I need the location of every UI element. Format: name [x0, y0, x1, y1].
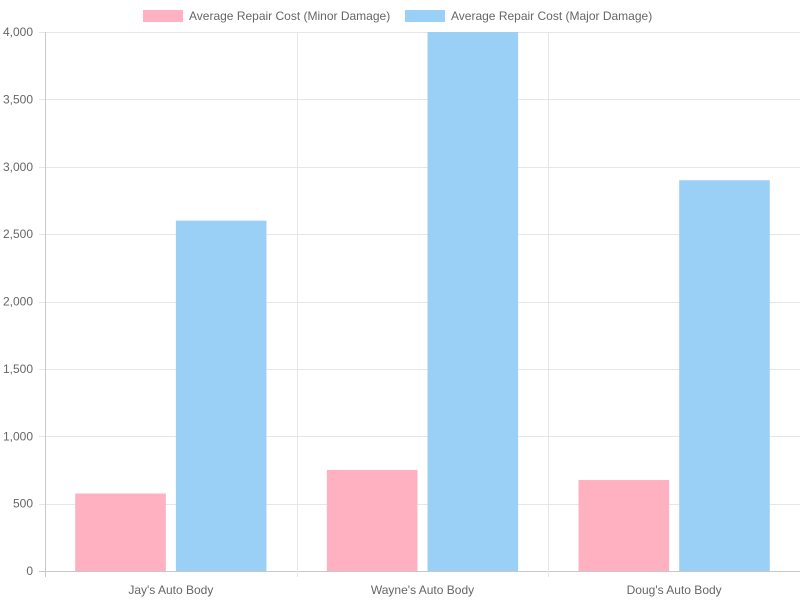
- legend-swatch-minor: [143, 10, 183, 22]
- y-tick-label: 4,000: [3, 25, 33, 39]
- y-tick-label: 1,000: [3, 429, 33, 443]
- y-tick-label: 500: [13, 497, 33, 511]
- bar-minor-damage: [578, 480, 670, 571]
- y-tick-label: 2,000: [3, 295, 33, 309]
- x-axis: Jay's Auto Body Wayne's Auto Body Doug's A…: [128, 583, 721, 597]
- bar-major-damage: [175, 220, 267, 571]
- grid: [39, 32, 800, 577]
- legend-item-minor[interactable]: Average Repair Cost (Minor Damage): [143, 9, 390, 23]
- x-tick-label: Wayne's Auto Body: [371, 583, 474, 597]
- bar-minor-damage: [326, 469, 418, 571]
- bar-minor-damage: [75, 493, 166, 571]
- legend-item-major[interactable]: Average Repair Cost (Major Damage): [405, 9, 652, 23]
- legend-label-minor: Average Repair Cost (Minor Damage): [189, 9, 390, 23]
- bar-major-damage: [427, 32, 519, 571]
- y-tick-label: 1,500: [3, 362, 33, 376]
- y-tick-label: 3,000: [3, 160, 33, 174]
- bars: [75, 32, 770, 571]
- y-axis: 0 500 1,000 1,500 2,000 2,500 3,000 3,500 4,000: [3, 25, 33, 578]
- x-tick-label: Jay's Auto Body: [128, 583, 213, 597]
- legend-swatch-major: [405, 10, 445, 22]
- y-tick-label: 2,500: [3, 227, 33, 241]
- x-tick-label: Doug's Auto Body: [627, 583, 722, 597]
- legend: Average Repair Cost (Minor Damage) Avera…: [143, 9, 652, 23]
- y-tick-label: 0: [26, 564, 33, 578]
- legend-label-major: Average Repair Cost (Major Damage): [451, 9, 652, 23]
- y-tick-label: 3,500: [3, 92, 33, 106]
- bar-major-damage: [679, 180, 770, 571]
